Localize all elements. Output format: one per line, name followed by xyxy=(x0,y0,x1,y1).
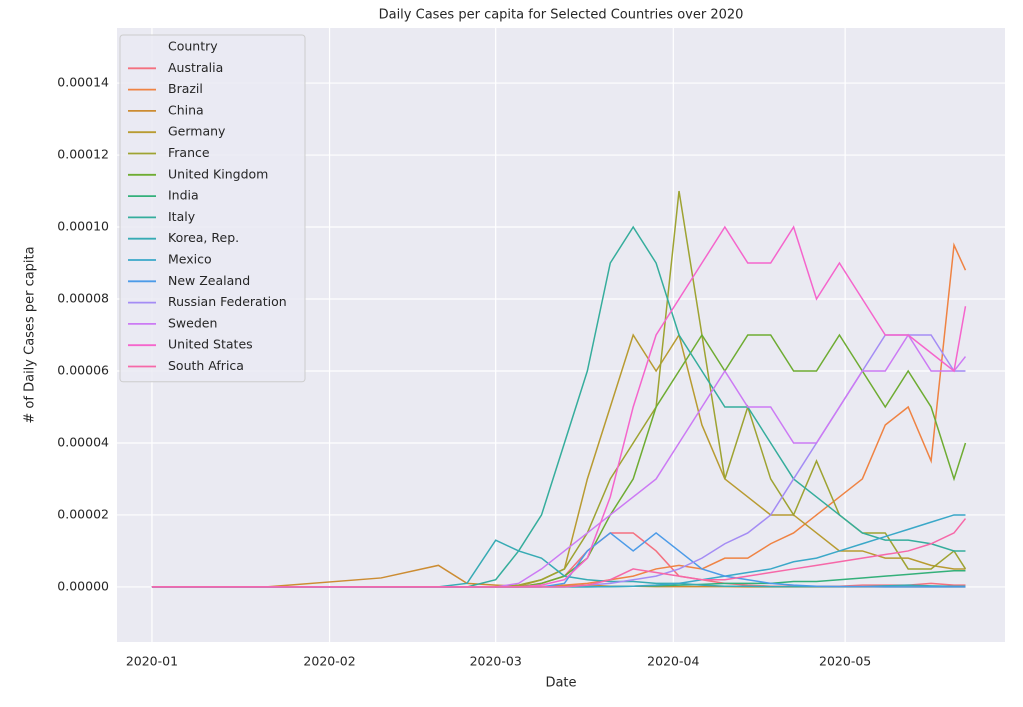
legend-title: Country xyxy=(168,39,218,54)
legend-label: China xyxy=(168,102,204,117)
legend: Country Australia Brazil China Germany France… xyxy=(119,34,306,383)
legend-label: Brazil xyxy=(168,81,203,96)
x-tick-label: 2020-05 xyxy=(819,654,871,669)
y-axis-label: # of Daily Cases per capita xyxy=(23,246,38,423)
lines xyxy=(151,190,967,588)
series-line xyxy=(151,518,967,588)
legend-label: India xyxy=(168,188,199,203)
legend-label: Mexico xyxy=(168,252,212,267)
y-tick-label: 0.00014 xyxy=(57,75,109,90)
y-tick-label: 0.00012 xyxy=(57,147,109,162)
x-tick-label: 2020-03 xyxy=(470,654,522,669)
y-tick-label: 0.00006 xyxy=(57,362,109,377)
x-axis-label: Date xyxy=(545,676,576,691)
legend-box xyxy=(119,34,306,383)
legend-label: Russian Federation xyxy=(168,294,287,309)
legend-label: South Africa xyxy=(168,358,244,373)
y-tick-label: 0.00008 xyxy=(57,291,109,306)
legend-label: Korea, Rep. xyxy=(168,230,239,245)
legend-label: Germany xyxy=(168,124,226,139)
legend-label: New Zealand xyxy=(168,273,250,288)
legend-label: Italy xyxy=(168,209,196,224)
series-line xyxy=(151,225,966,588)
x-tick-label: 2020-02 xyxy=(303,654,355,669)
legend-label: Australia xyxy=(168,60,223,75)
y-tick-label: 0.00004 xyxy=(57,434,109,449)
y-tick-label: 0.00002 xyxy=(57,506,109,521)
legend-label: France xyxy=(168,145,210,160)
legend-label: Sweden xyxy=(168,315,217,330)
x-tick-label: 2020-04 xyxy=(647,654,699,669)
y-tick-label: 0.00000 xyxy=(57,578,109,593)
legend-label: United States xyxy=(168,337,253,352)
legend-label: United Kingdom xyxy=(168,166,268,181)
chart-title: Daily Cases per capita for Selected Coun… xyxy=(379,8,744,23)
y-tick-label: 0.00010 xyxy=(57,219,109,234)
x-tick-label: 2020-01 xyxy=(126,654,178,669)
